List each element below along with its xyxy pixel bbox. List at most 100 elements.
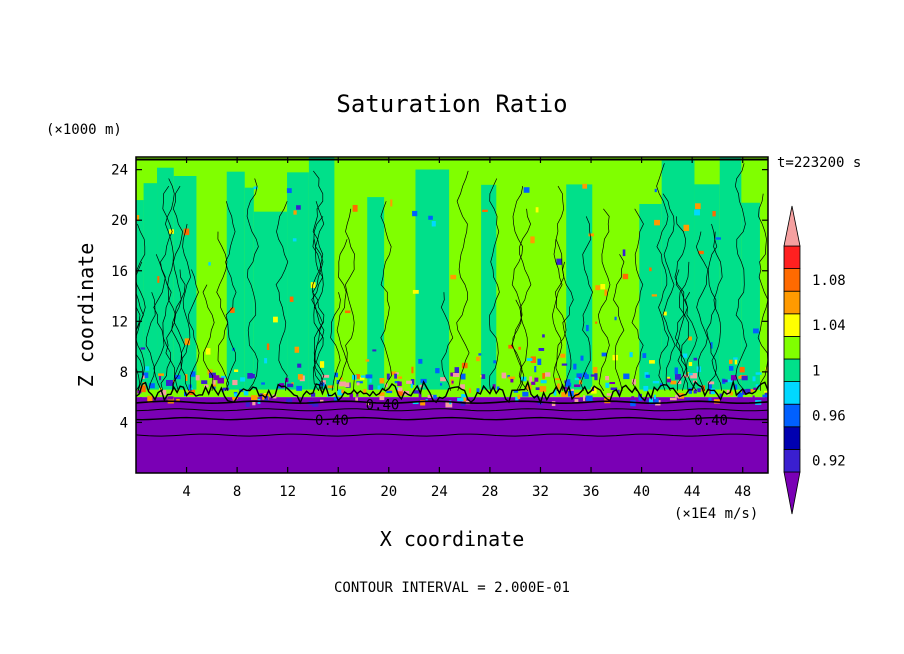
boundary-noise — [752, 376, 756, 382]
field-speckle — [576, 373, 583, 378]
boundary-noise — [451, 380, 454, 384]
boundary-noise — [654, 398, 659, 403]
colorbar-band — [783, 335, 801, 360]
boundary-noise — [245, 401, 250, 407]
field-speckle — [273, 316, 278, 323]
contour-line — [136, 433, 768, 437]
field-speckle — [701, 385, 706, 392]
boundary-noise — [334, 372, 339, 378]
chart-title: Saturation Ratio — [336, 90, 567, 118]
colorbar-band — [783, 290, 801, 315]
field-speckle — [557, 383, 560, 390]
colorbar-band — [783, 426, 801, 450]
x-tick-label: 48 — [734, 484, 751, 500]
boundary-noise — [237, 401, 241, 405]
boundary-noise — [165, 379, 173, 386]
field-speckle — [233, 391, 238, 395]
field-speckle — [622, 273, 629, 280]
boundary-noise — [217, 377, 225, 384]
field-speckle — [593, 366, 598, 373]
field-speckle — [728, 365, 734, 371]
boundary-noise — [356, 392, 359, 397]
boundary-noise — [605, 382, 610, 388]
contour-line — [685, 292, 698, 391]
boundary-noise — [564, 389, 568, 393]
field-speckle — [698, 250, 704, 255]
y-tick-label: 16 — [111, 264, 128, 280]
field-speckle — [319, 361, 325, 368]
boundary-noise — [617, 389, 620, 395]
boundary-noise — [167, 396, 174, 400]
boundary-noise — [566, 379, 571, 385]
field-speckle — [428, 215, 433, 220]
colorbar-label: 1 — [812, 363, 820, 379]
boundary-noise — [378, 392, 385, 396]
boundary-noise — [320, 399, 324, 403]
boundary-noise — [533, 396, 540, 399]
contour-line — [145, 292, 156, 391]
field-speckle — [694, 209, 700, 216]
boundary-noise — [460, 373, 466, 380]
field-speckle — [688, 387, 692, 394]
field-speckle — [535, 387, 541, 391]
contour-line — [711, 231, 723, 391]
y-unit-label: (×1000 m) — [46, 122, 122, 138]
field-speckle — [190, 371, 196, 377]
field-speckle — [642, 353, 647, 359]
field-streak — [308, 157, 335, 390]
boundary-noise — [746, 388, 751, 394]
boundary-noise — [142, 372, 149, 378]
boundary-noise — [322, 374, 330, 378]
boundary-noise — [410, 383, 413, 389]
contour-label: 0.40 — [694, 413, 728, 429]
boundary-noise — [492, 384, 496, 389]
boundary-noise — [386, 390, 393, 394]
contour-line — [580, 216, 593, 391]
boundary-noise — [578, 376, 582, 380]
boundary-noise — [652, 380, 660, 384]
colorbar-band — [783, 313, 801, 337]
boundary-noise — [688, 373, 693, 376]
contour-line — [674, 216, 687, 391]
field-speckle — [411, 366, 414, 374]
boundary-noise — [719, 393, 723, 400]
boundary-noise — [590, 374, 597, 377]
boundary-noise — [379, 395, 385, 401]
boundary-noise — [240, 377, 246, 382]
field-speckle — [412, 289, 419, 294]
contour-interval-footer: CONTOUR INTERVAL = 2.000E-01 — [334, 580, 570, 596]
field-streak — [136, 200, 144, 390]
boundary-noise — [327, 385, 334, 389]
boundary-noise — [707, 381, 715, 385]
field-speckle — [578, 380, 583, 385]
boundary-noise — [738, 375, 742, 379]
field-speckle — [310, 282, 316, 289]
y-tick-label: 24 — [111, 163, 128, 179]
contour-line — [511, 186, 524, 391]
boundary-noise — [277, 385, 282, 389]
field-speckle — [478, 353, 482, 356]
boundary-noise — [534, 377, 539, 382]
field-speckle — [476, 356, 480, 362]
boundary-noise — [468, 388, 472, 393]
field-streak — [143, 183, 158, 390]
field-streak — [244, 187, 254, 390]
contour-line — [631, 208, 644, 391]
field-speckle — [139, 385, 146, 393]
boundary-noise — [310, 392, 316, 397]
boundary-noise — [653, 394, 656, 400]
field-speckle — [693, 357, 698, 361]
contour-line — [246, 178, 259, 392]
boundary-noise — [675, 394, 682, 398]
boundary-noise — [753, 387, 757, 390]
contour-line — [613, 254, 625, 391]
boundary-noise — [648, 398, 654, 404]
boundary-noise — [492, 402, 497, 408]
boundary-noise — [368, 384, 374, 390]
boundary-noise — [355, 397, 358, 402]
boundary-noise — [727, 379, 734, 383]
boundary-noise — [507, 375, 510, 378]
field-speckle — [595, 321, 598, 324]
contour-line — [562, 261, 574, 391]
boundary-noise — [630, 400, 636, 407]
